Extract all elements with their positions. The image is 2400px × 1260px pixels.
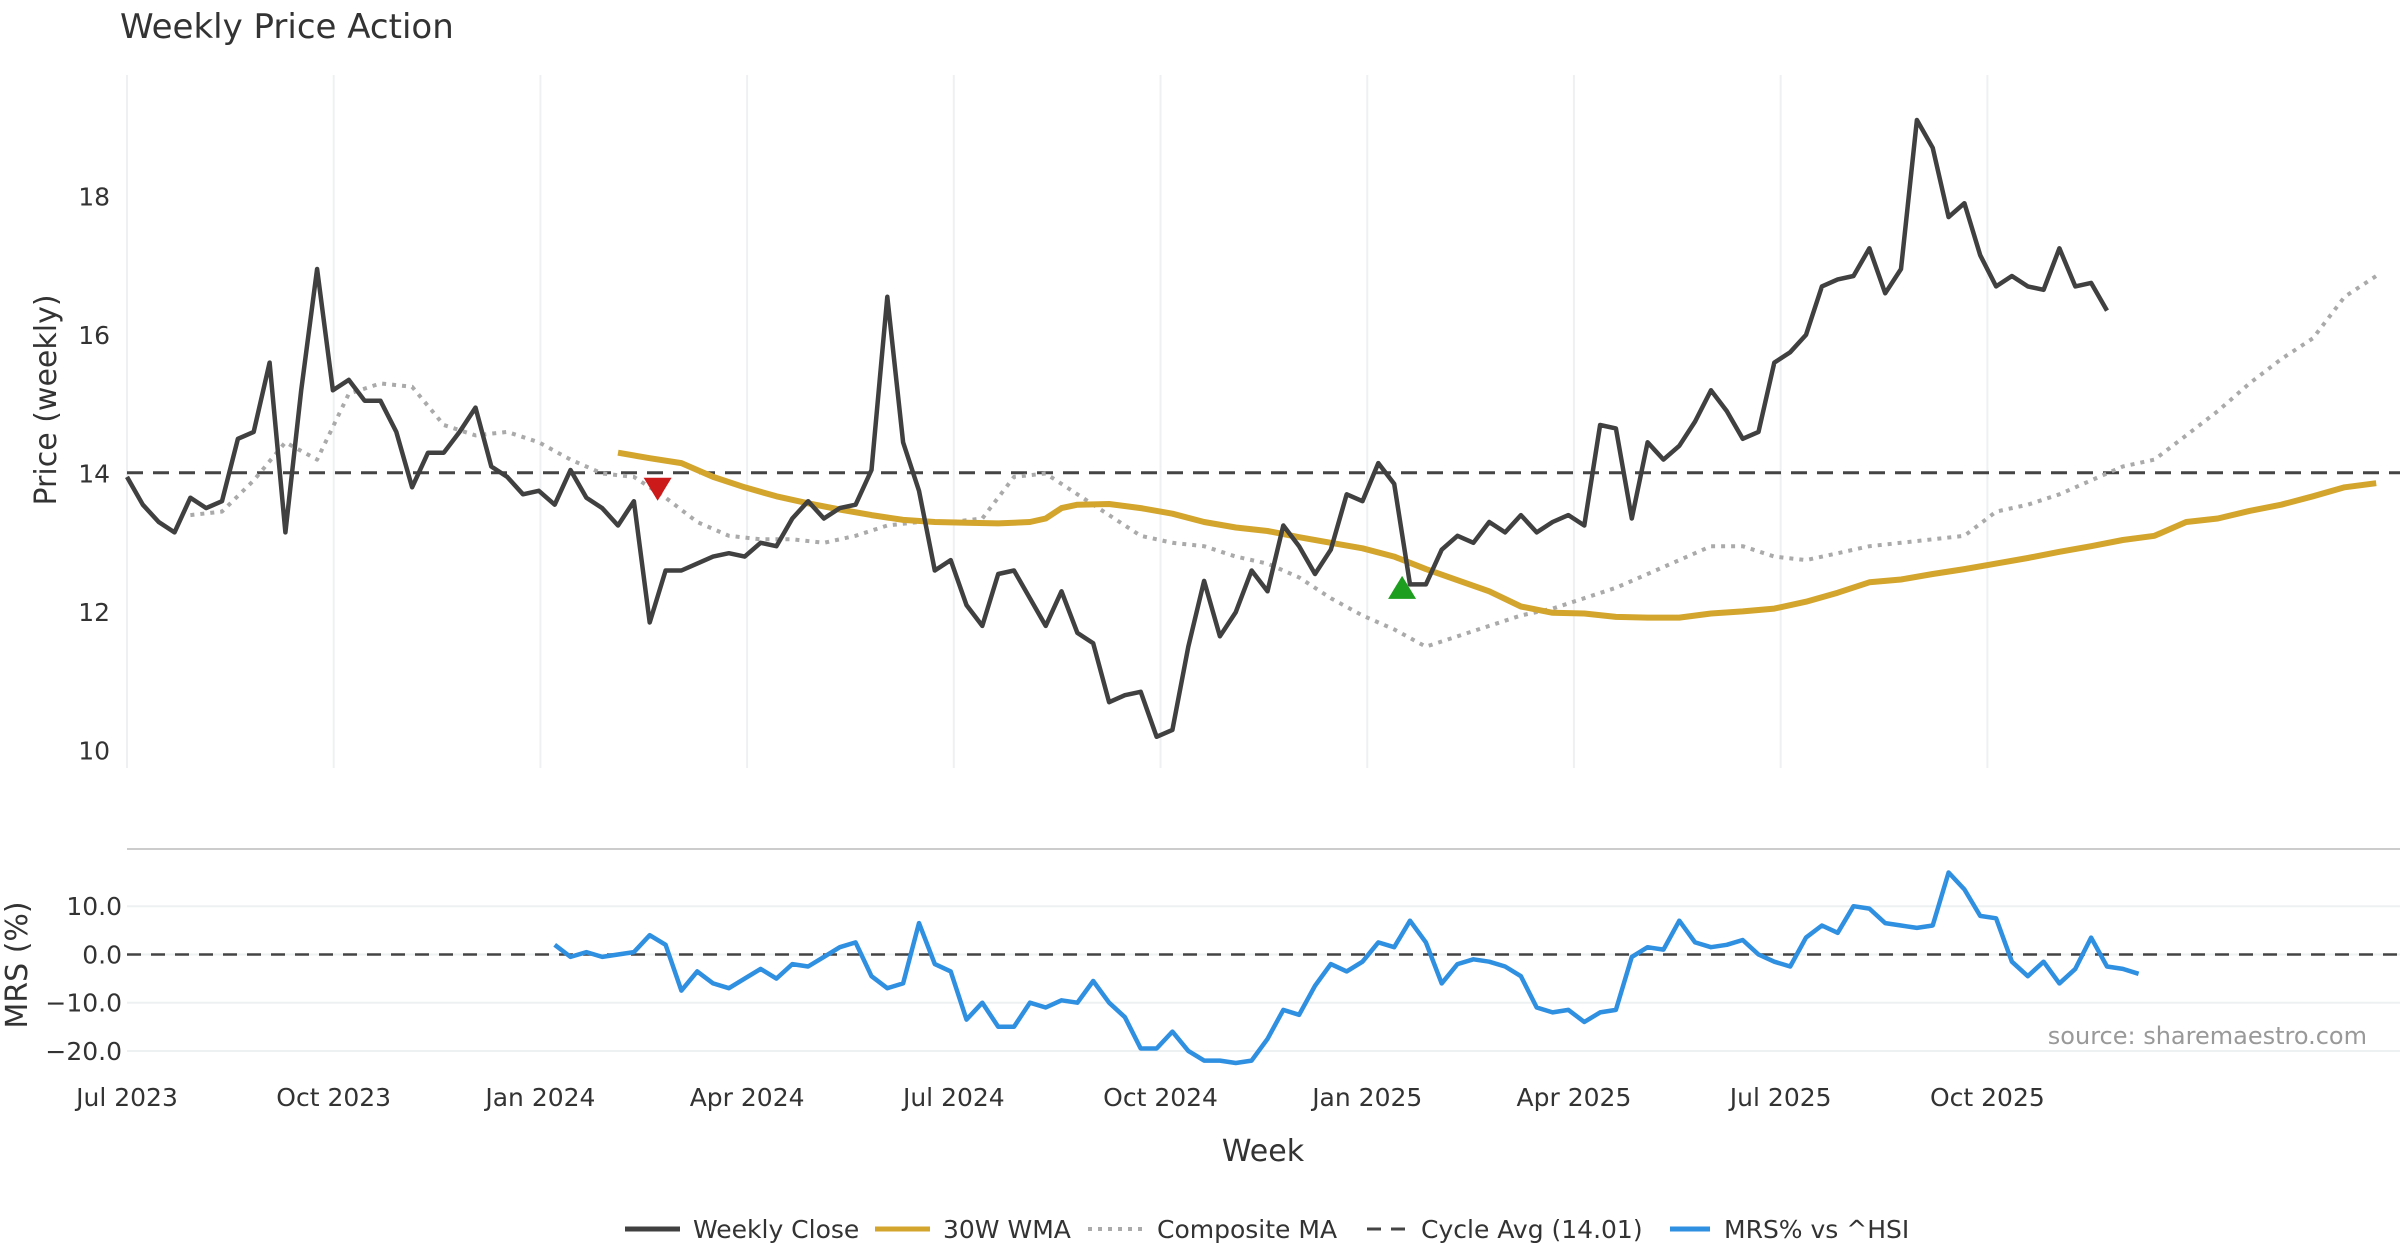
sell-signal-marker — [643, 477, 672, 501]
legend-label-mrs: MRS% vs ^HSI — [1724, 1215, 1909, 1244]
wma-30w-line — [617, 449, 2377, 621]
x-tick-label: Jul 2025 — [1728, 1083, 1832, 1112]
x-tick-label: Oct 2024 — [1103, 1083, 1218, 1112]
x-tick-label: Oct 2023 — [276, 1083, 391, 1112]
x-tick-label: Apr 2024 — [690, 1083, 805, 1112]
price-y-tick-label: 10 — [78, 737, 110, 766]
x-tick-label: Jul 2023 — [74, 1083, 178, 1112]
price-y-ticks: 10 12 14 16 18 — [78, 182, 110, 765]
mrs-line — [553, 870, 2140, 1066]
weekly-close-line — [125, 117, 2109, 740]
price-grid — [126, 75, 1989, 768]
legend-item-composite-ma: Composite MA — [1088, 1215, 1337, 1244]
x-axis-label: Week — [1222, 1134, 1305, 1169]
x-tick-label: Jan 2024 — [483, 1083, 595, 1112]
legend-label-cycle-avg: Cycle Avg (14.01) — [1421, 1215, 1643, 1244]
mrs-y-tick-label: 0.0 — [82, 940, 122, 969]
x-axis-ticks: Jul 2023 Oct 2023 Jan 2024 Apr 2024 Jul 2024… — [74, 1083, 2045, 1112]
mrs-y-tick-label: −10.0 — [45, 989, 122, 1018]
mrs-panel: 10.0 0.0 −10.0 −20.0 MRS (%) source: sharem… — [0, 848, 2400, 1066]
price-y-tick-label: 18 — [78, 182, 110, 211]
mrs-y-tick-label: −20.0 — [45, 1037, 122, 1066]
x-tick-label: Jan 2025 — [1310, 1083, 1422, 1112]
price-y-tick-label: 14 — [78, 459, 110, 488]
price-y-axis-label: Price (weekly) — [29, 294, 64, 505]
x-tick-label: Apr 2025 — [1517, 1083, 1632, 1112]
price-panel: 10 12 14 16 18 Price (weekly) — [29, 75, 2400, 768]
source-note: source: sharemaestro.com — [2048, 1022, 2367, 1050]
mrs-y-tick-label: 10.0 — [66, 892, 122, 921]
legend-item-weekly-close: Weekly Close — [625, 1215, 859, 1244]
legend-label-composite-ma: Composite MA — [1157, 1215, 1337, 1244]
price-series — [125, 117, 2400, 740]
mrs-series — [127, 870, 2400, 1066]
price-y-tick-label: 12 — [78, 598, 110, 627]
mrs-y-ticks: 10.0 0.0 −10.0 −20.0 — [45, 892, 122, 1066]
composite-ma-line — [190, 274, 2378, 649]
legend-item-cycle-avg: Cycle Avg (14.01) — [1367, 1215, 1643, 1244]
legend-label-30w-wma: 30W WMA — [943, 1215, 1071, 1244]
legend-item-mrs: MRS% vs ^HSI — [1670, 1215, 1909, 1244]
legend-label-weekly-close: Weekly Close — [693, 1215, 859, 1244]
mrs-y-axis-label: MRS (%) — [0, 901, 35, 1028]
legend: Weekly Close 30W WMA Composite MA Cycle … — [625, 1215, 1909, 1244]
legend-item-30w-wma: 30W WMA — [875, 1215, 1071, 1244]
chart-title: Weekly Price Action — [120, 7, 454, 47]
x-tick-label: Oct 2025 — [1930, 1083, 2045, 1112]
price-y-tick-label: 16 — [78, 321, 110, 350]
x-tick-label: Jul 2024 — [901, 1083, 1005, 1112]
buy-signal-marker — [1388, 575, 1417, 599]
